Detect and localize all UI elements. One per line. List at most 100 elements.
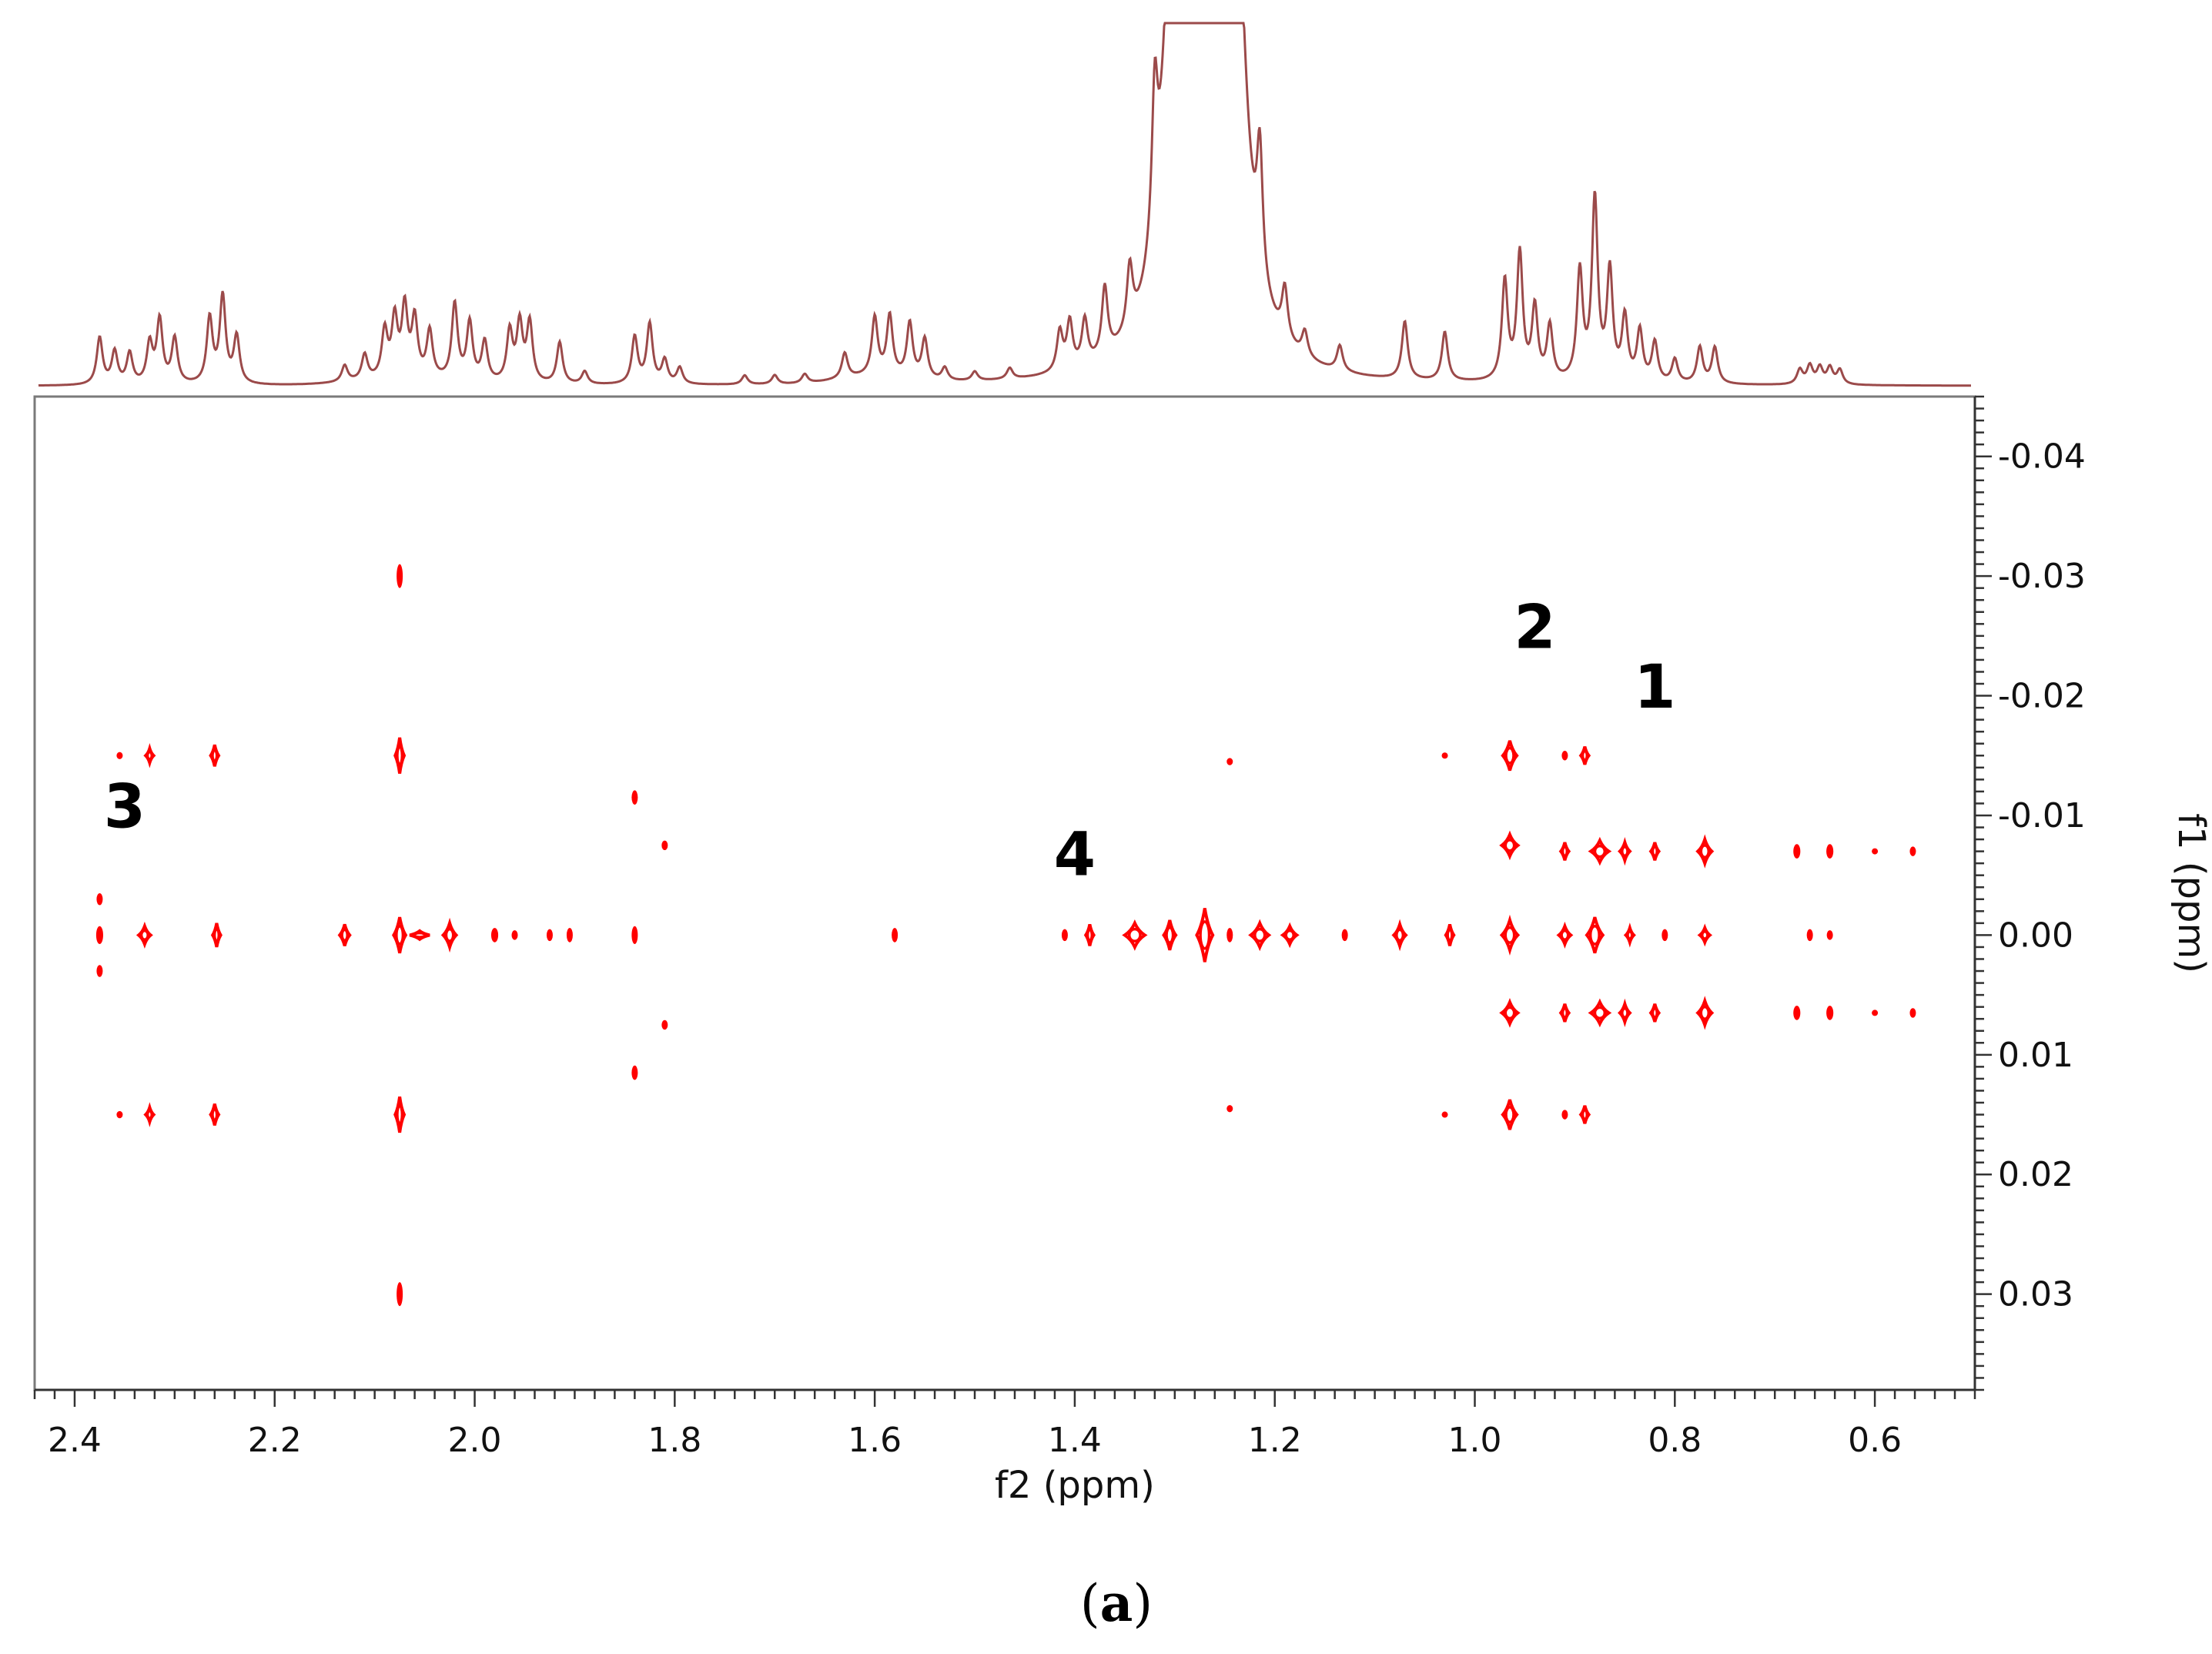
contour-inner xyxy=(413,931,427,939)
contour-dot xyxy=(631,926,638,945)
contour-peak xyxy=(209,1103,221,1126)
contour-inner xyxy=(396,1104,404,1125)
contour-peak xyxy=(1444,924,1456,946)
contour-inner xyxy=(146,1110,153,1120)
contour-outer xyxy=(1083,924,1096,946)
contour-peak xyxy=(1083,924,1096,946)
contour-outer xyxy=(1558,1003,1571,1023)
contour-dot xyxy=(1793,844,1801,859)
contour-outer xyxy=(1248,919,1272,952)
contour-peak xyxy=(1793,844,1801,859)
contour-outer xyxy=(1499,830,1521,861)
contour-peak xyxy=(511,930,518,940)
contour-inner xyxy=(1621,1006,1629,1019)
contour-dot xyxy=(490,928,499,943)
contour-outer xyxy=(1578,746,1591,765)
contour-inner xyxy=(1165,926,1175,944)
contour-dot xyxy=(96,893,103,906)
contour-dot xyxy=(1561,751,1568,761)
contour-dot xyxy=(1872,1009,1879,1016)
contour-peak xyxy=(95,926,103,945)
contour-dot xyxy=(1226,758,1233,765)
contour-peak xyxy=(337,923,352,946)
contour-inner xyxy=(1626,929,1634,940)
contour-peak xyxy=(1872,848,1879,855)
contour-peak xyxy=(661,840,668,851)
contour-inner xyxy=(211,1107,219,1122)
contour-outer xyxy=(1617,998,1632,1028)
contour-dot xyxy=(661,840,668,851)
contour-outer xyxy=(440,917,459,953)
contour-peak xyxy=(1561,1110,1568,1120)
figure-caption: (a) xyxy=(1080,1573,1153,1633)
contour-peak xyxy=(1122,919,1148,951)
peak-label-2: 2 xyxy=(1514,593,1555,662)
peak-label-3: 3 xyxy=(104,773,146,842)
contour-peak xyxy=(1872,1009,1879,1016)
contour-inner xyxy=(1581,1108,1589,1121)
contour-peak xyxy=(1695,996,1715,1030)
contour-dot xyxy=(1662,929,1668,942)
contour-inner xyxy=(1504,1106,1515,1123)
contour-inner xyxy=(1560,929,1570,941)
contour-inner xyxy=(1395,928,1405,943)
contour-outer xyxy=(393,737,407,774)
contour-peak xyxy=(116,752,123,759)
contour-dot xyxy=(1872,848,1879,855)
contour-peak xyxy=(1793,1006,1801,1020)
contour-inner xyxy=(139,929,149,941)
y-tick-label: -0.01 xyxy=(1998,796,2086,835)
contour-inner xyxy=(1504,839,1516,852)
contour-peak xyxy=(1561,751,1568,761)
contour-inner xyxy=(1593,844,1607,859)
contour-peaks xyxy=(95,564,1916,1307)
y-tick-label: 0.00 xyxy=(1998,916,2073,955)
contour-outer xyxy=(209,744,221,767)
contour-inner xyxy=(1561,845,1569,858)
contour-inner xyxy=(1127,927,1142,943)
contour-peak xyxy=(397,564,403,588)
contour-outer xyxy=(1648,1003,1662,1023)
contour-peak xyxy=(96,965,103,977)
contour-outer xyxy=(1695,834,1715,869)
caption-open: ( xyxy=(1080,1574,1100,1633)
contour-peak xyxy=(393,737,407,774)
contour-outer xyxy=(1588,836,1612,866)
contour-inner xyxy=(1086,928,1094,943)
contour-dot xyxy=(1441,752,1448,759)
contour-peak xyxy=(143,1102,156,1127)
contour-peak xyxy=(1499,998,1521,1028)
contour-peak xyxy=(1623,922,1636,948)
x-tick-label: 0.8 xyxy=(1648,1421,1702,1460)
contour-outer xyxy=(391,916,408,954)
contour-peak xyxy=(1556,921,1574,949)
contour-peak xyxy=(136,921,153,949)
contour-dot xyxy=(397,564,403,588)
contour-peak xyxy=(1441,752,1448,759)
plot-frame xyxy=(33,395,1976,1391)
contour-inner xyxy=(340,928,350,943)
contour-dot xyxy=(1341,929,1348,942)
contour-dot xyxy=(1561,1110,1568,1120)
contour-dot xyxy=(1226,928,1233,943)
contour-peak xyxy=(1585,916,1605,954)
contour-outer xyxy=(1280,922,1300,949)
contour-dot xyxy=(397,1282,403,1307)
x-tick-label: 1.8 xyxy=(648,1421,701,1460)
contour-inner xyxy=(1593,1006,1607,1020)
contour-peak xyxy=(1501,740,1519,772)
contour-inner xyxy=(1581,749,1589,762)
contour-dot xyxy=(116,752,123,759)
contour-peak xyxy=(210,922,223,948)
y-tick-label: -0.02 xyxy=(1998,677,2086,716)
y-axis: -0.04 -0.03 -0.02 -0.01 0.00 0.01 0.02 0.03 xyxy=(1973,395,2086,1391)
x-tick-label: 0.6 xyxy=(1848,1421,1902,1460)
contour-dot xyxy=(511,930,518,940)
contour-inner xyxy=(1588,924,1601,946)
contour-dot xyxy=(566,928,573,943)
contour-peak xyxy=(116,1110,123,1119)
caption-close: ) xyxy=(1133,1574,1153,1633)
x-tick-label: 1.2 xyxy=(1248,1421,1302,1460)
contour-peak xyxy=(661,1020,668,1030)
